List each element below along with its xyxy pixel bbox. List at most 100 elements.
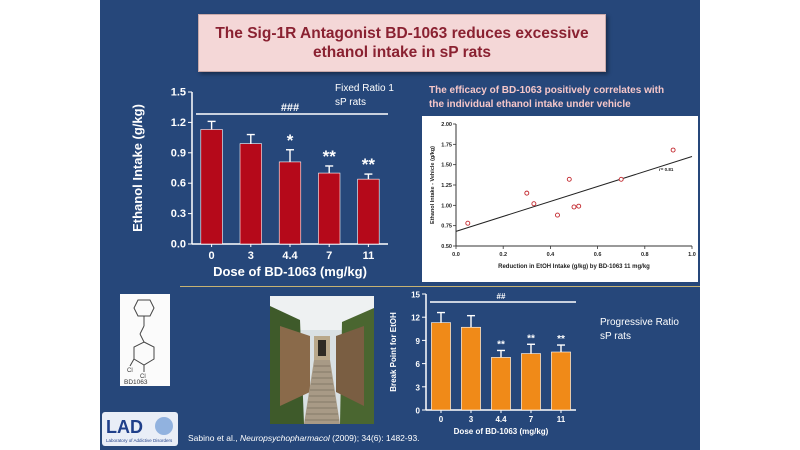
stairway-image bbox=[270, 296, 374, 424]
x-tick-label: 0.8 bbox=[641, 252, 649, 258]
svg-text:Cl: Cl bbox=[127, 368, 133, 374]
y-tick-label: 0.75 bbox=[441, 224, 452, 230]
x-tick-label: 0.2 bbox=[499, 252, 507, 258]
slide-title: The Sig-1R Antagonist BD-1063 reduces ex… bbox=[198, 14, 606, 72]
data-point bbox=[576, 203, 582, 209]
significance-marker: * bbox=[287, 131, 294, 150]
data-point bbox=[465, 220, 471, 226]
x-tick-label: 3 bbox=[248, 250, 254, 262]
title-line-1: The Sig-1R Antagonist BD-1063 reduces ex… bbox=[215, 25, 589, 42]
logo-text: LAD bbox=[106, 417, 143, 437]
bd1063-structure-icon: Cl Cl BD1063 bbox=[124, 299, 155, 386]
x-tick-label: 1.0 bbox=[688, 252, 696, 258]
x-tick-label: 11 bbox=[363, 250, 375, 262]
y-axis-label: Break Point for EtOH bbox=[389, 312, 398, 392]
x-axis-label: Reduction in EtOH Intake (g/kg) by BD-10… bbox=[498, 264, 650, 270]
bar bbox=[278, 161, 302, 245]
bracket-label: ## bbox=[497, 292, 506, 301]
data-point bbox=[555, 212, 560, 218]
x-tick-label: 3 bbox=[469, 415, 474, 424]
x-tick-label: 4.4 bbox=[495, 415, 507, 424]
y-axis-label: Ethanol Intake (g/kg) bbox=[130, 104, 145, 232]
bar bbox=[200, 129, 223, 245]
x-tick-label: 0.4 bbox=[547, 252, 556, 258]
stairway-photo bbox=[270, 296, 374, 424]
data-point bbox=[531, 201, 537, 207]
y-tick-label: 3 bbox=[416, 383, 421, 392]
progressive-ratio-line-2: sP rats bbox=[600, 331, 631, 342]
bracket-label: ### bbox=[281, 102, 299, 114]
plot-background bbox=[422, 116, 698, 282]
x-tick-label: 0.0 bbox=[452, 252, 460, 258]
citation: Sabino et al., Neuropsychopharmacol (200… bbox=[188, 433, 420, 443]
y-tick-label: 0.0 bbox=[171, 239, 186, 251]
progressive-ratio-line-1: Progressive Ratio bbox=[600, 317, 679, 328]
molecule-label: BD1063 bbox=[124, 379, 148, 386]
fixed-ratio-bar-chart: 0.0 0.3 0.6 0.9 1.2 1.5 ### 0 3 * 4.4 ** 7 ** 11 Dose o… bbox=[130, 87, 388, 279]
fixed-ratio-line-2: sP rats bbox=[335, 97, 366, 108]
y-tick-label: 9 bbox=[416, 337, 421, 346]
bar bbox=[551, 351, 571, 411]
x-tick-label: 0 bbox=[439, 415, 444, 424]
section-divider bbox=[180, 286, 700, 287]
slide: The Sig-1R Antagonist BD-1063 reduces ex… bbox=[100, 0, 700, 450]
y-tick-label: 1.2 bbox=[171, 117, 186, 129]
logo-subtext: Laboratory of Addictive Disorders bbox=[106, 438, 173, 443]
lad-logo-graphic: LAD Laboratory of Addictive Disorders bbox=[106, 417, 173, 443]
x-tick-label: 11 bbox=[557, 415, 566, 424]
bar bbox=[521, 353, 541, 411]
trend-line bbox=[455, 156, 693, 232]
citation-prefix: Sabino et al., bbox=[188, 433, 240, 443]
correlation-title: The efficacy of BD-1063 positively corre… bbox=[429, 84, 691, 112]
citation-suffix: (2009); 34(6): 1482-93. bbox=[329, 433, 420, 443]
y-tick-label: 0.3 bbox=[171, 208, 186, 220]
citation-journal: Neuropsychopharmacol bbox=[239, 433, 330, 443]
y-tick-label: 1.50 bbox=[441, 163, 452, 169]
x-tick-label: 4.4 bbox=[282, 250, 298, 262]
svg-text:Cl: Cl bbox=[140, 374, 146, 380]
correlation-title-line-1: The efficacy of BD-1063 positively corre… bbox=[429, 85, 665, 96]
progressive-ratio-note: Progressive Ratio sP rats bbox=[600, 316, 679, 344]
significance-marker: ** bbox=[557, 334, 565, 345]
molecule-structure: Cl Cl BD1063 bbox=[120, 294, 170, 386]
fixed-ratio-note: Fixed Ratio 1 sP rats bbox=[335, 82, 394, 110]
significance-marker: ** bbox=[497, 339, 505, 350]
data-point bbox=[524, 190, 530, 196]
progressive-ratio-bar-chart: 0 3 6 9 12 15 ## 0 3 ** 4.4 ** 7 ** 11 Dose of BD-1063 … bbox=[389, 291, 576, 436]
y-axis-label: Ethanol Intake - Vehicle (g/kg) bbox=[430, 146, 436, 224]
y-tick-label: 0 bbox=[416, 407, 421, 416]
y-tick-label: 12 bbox=[411, 314, 420, 323]
lad-logo: LAD Laboratory of Addictive Disorders bbox=[102, 412, 178, 446]
y-tick-label: 15 bbox=[411, 291, 420, 300]
bar bbox=[318, 172, 341, 245]
significance-marker: ** bbox=[362, 155, 376, 174]
y-tick-label: 6 bbox=[416, 360, 421, 369]
significance-marker: ** bbox=[323, 147, 337, 166]
x-axis-label: Dose of BD-1063 (mg/kg) bbox=[213, 264, 367, 279]
significance-marker: ** bbox=[527, 333, 535, 344]
fixed-ratio-line-1: Fixed Ratio 1 bbox=[335, 83, 394, 94]
bar bbox=[461, 326, 481, 411]
bar bbox=[357, 178, 380, 245]
y-tick-label: 1.00 bbox=[441, 203, 452, 209]
y-tick-label: 0.50 bbox=[441, 244, 452, 250]
x-tick-label: 0.6 bbox=[594, 252, 602, 258]
correlation-title-line-2: the individual ethanol intake under vehi… bbox=[429, 99, 631, 110]
y-tick-label: 1.75 bbox=[441, 142, 452, 148]
bar bbox=[239, 143, 262, 245]
correlation-annotation: r= 0.81 bbox=[659, 167, 674, 172]
data-point bbox=[618, 176, 624, 182]
x-tick-label: 7 bbox=[529, 415, 534, 424]
data-point bbox=[670, 147, 676, 153]
x-tick-label: 7 bbox=[326, 250, 332, 262]
correlation-scatter-plot: 0.50 0.75 1.00 1.25 1.50 1.75 2.00 0.0 0.2 0.4 0.6… bbox=[422, 116, 698, 282]
y-tick-label: 1.5 bbox=[171, 87, 186, 99]
y-tick-label: 2.00 bbox=[441, 122, 452, 128]
x-axis-label: Dose of BD-1063 (mg/kg) bbox=[454, 427, 549, 436]
y-tick-label: 0.9 bbox=[171, 147, 186, 159]
bar bbox=[431, 322, 451, 411]
bar bbox=[491, 357, 511, 411]
title-line-2: ethanol intake in sP rats bbox=[312, 44, 492, 61]
y-tick-label: 0.6 bbox=[171, 178, 186, 190]
y-tick-label: 1.25 bbox=[441, 183, 452, 189]
